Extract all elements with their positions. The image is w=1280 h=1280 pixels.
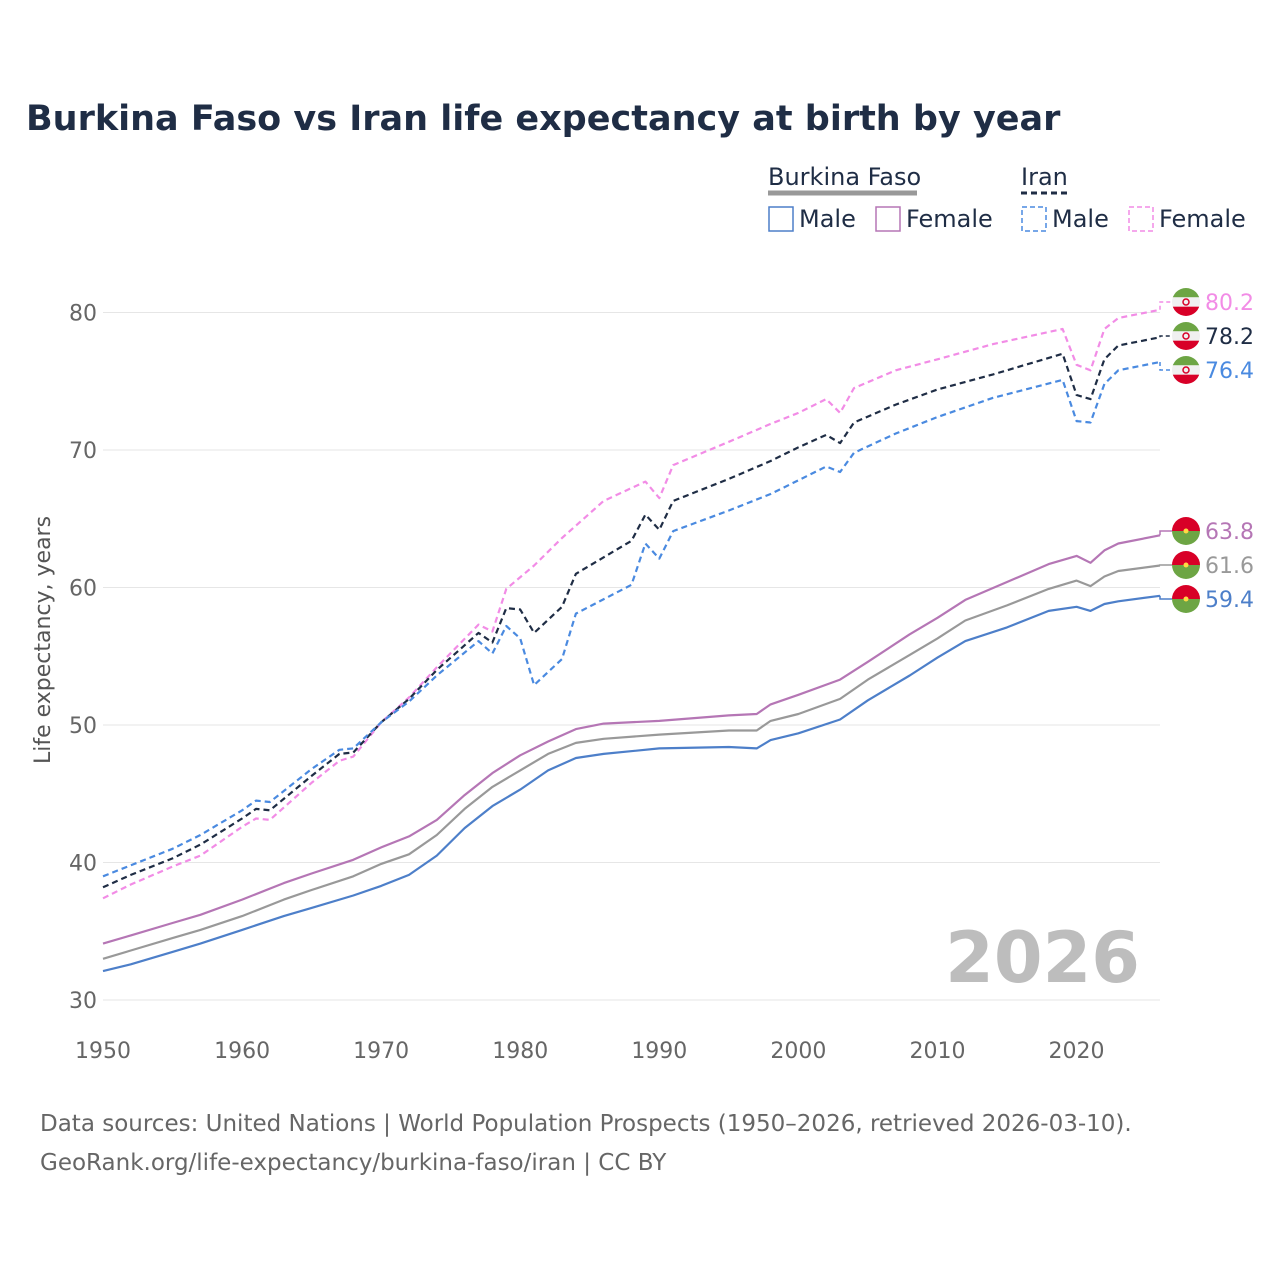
legend-group-burkina-faso: Burkina Faso: [768, 163, 921, 191]
x-tick-label: 2020: [1049, 1039, 1105, 1064]
y-tick-label: 50: [69, 714, 97, 739]
legend-ir-female-swatch: [1128, 206, 1154, 232]
legend-bf-female-swatch: [875, 206, 901, 232]
legend-ir-male-swatch: [1021, 206, 1047, 232]
end-connector: [1159, 301, 1172, 310]
legend-bf-male-swatch: [768, 206, 794, 232]
year-watermark: 2026: [945, 917, 1140, 999]
end-connector: [1159, 530, 1172, 536]
end-connector: [1159, 335, 1172, 338]
x-axis-ticks: 1950 1960 1970 1980 1990 2000 2010 2020: [75, 1039, 1105, 1064]
source-line-1: Data sources: United Nations | World Pop…: [40, 1111, 1132, 1137]
series-line-iran-total: [102, 336, 1161, 889]
x-tick-label: 1990: [631, 1039, 687, 1064]
y-tick-label: 70: [69, 439, 97, 464]
chart-title: Burkina Faso vs Iran life expectancy at …: [26, 99, 1061, 139]
series-line-burkina-faso-female: [102, 534, 1161, 945]
y-axis-label: Life expectancy, years: [31, 516, 56, 764]
iran-flag-icon: [1172, 322, 1200, 350]
series-line-burkina-faso-total: [102, 564, 1161, 960]
end-labels: 80.2 78.2 76.4 63.8 61.6 59.4: [1205, 291, 1254, 613]
legend: Burkina Faso Iran Male Female Male Femal…: [768, 163, 1246, 233]
legend-bf-male-label: Male: [799, 205, 856, 233]
series-line-iran-male: [102, 360, 1161, 878]
y-tick-label: 30: [69, 989, 97, 1014]
end-value-label: 76.4: [1205, 359, 1254, 384]
series-line-burkina-faso-male: [102, 594, 1161, 973]
legend-group-iran: Iran: [1021, 163, 1068, 191]
y-axis-ticks: 30 40 50 60 70 80: [69, 302, 97, 1015]
x-tick-label: 1970: [353, 1039, 409, 1064]
end-connector: [1159, 362, 1172, 371]
legend-ir-male-label: Male: [1052, 205, 1109, 233]
end-connector: [1159, 595, 1172, 600]
y-tick-label: 80: [69, 302, 97, 327]
end-value-label: 63.8: [1205, 520, 1254, 545]
legend-ir-female-label: Female: [1159, 205, 1246, 233]
end-value-label: 61.6: [1205, 554, 1254, 579]
burkina-faso-flag-icon: [1172, 585, 1200, 613]
x-tick-label: 1950: [75, 1039, 131, 1064]
y-tick-label: 60: [69, 577, 97, 602]
gridlines: [103, 312, 1160, 1001]
end-flags: [1172, 288, 1200, 613]
iran-flag-icon: [1172, 356, 1200, 384]
end-value-label: 80.2: [1205, 291, 1254, 316]
legend-bf-female-label: Female: [906, 205, 993, 233]
x-tick-label: 1980: [492, 1039, 548, 1064]
burkina-faso-flag-icon: [1172, 551, 1200, 579]
x-tick-label: 2000: [770, 1039, 826, 1064]
end-value-label: 78.2: [1205, 325, 1254, 350]
iran-flag-icon: [1172, 288, 1200, 316]
end-connector: [1159, 564, 1172, 566]
y-tick-label: 40: [69, 852, 97, 877]
end-value-label: 59.4: [1205, 588, 1254, 613]
series-lines: [102, 301, 1172, 973]
series-line-iran-female: [102, 308, 1161, 900]
burkina-faso-flag-icon: [1172, 517, 1200, 545]
x-tick-label: 2010: [909, 1039, 965, 1064]
x-tick-label: 1960: [214, 1039, 270, 1064]
source-line-2: GeoRank.org/life-expectancy/burkina-faso…: [40, 1150, 667, 1176]
